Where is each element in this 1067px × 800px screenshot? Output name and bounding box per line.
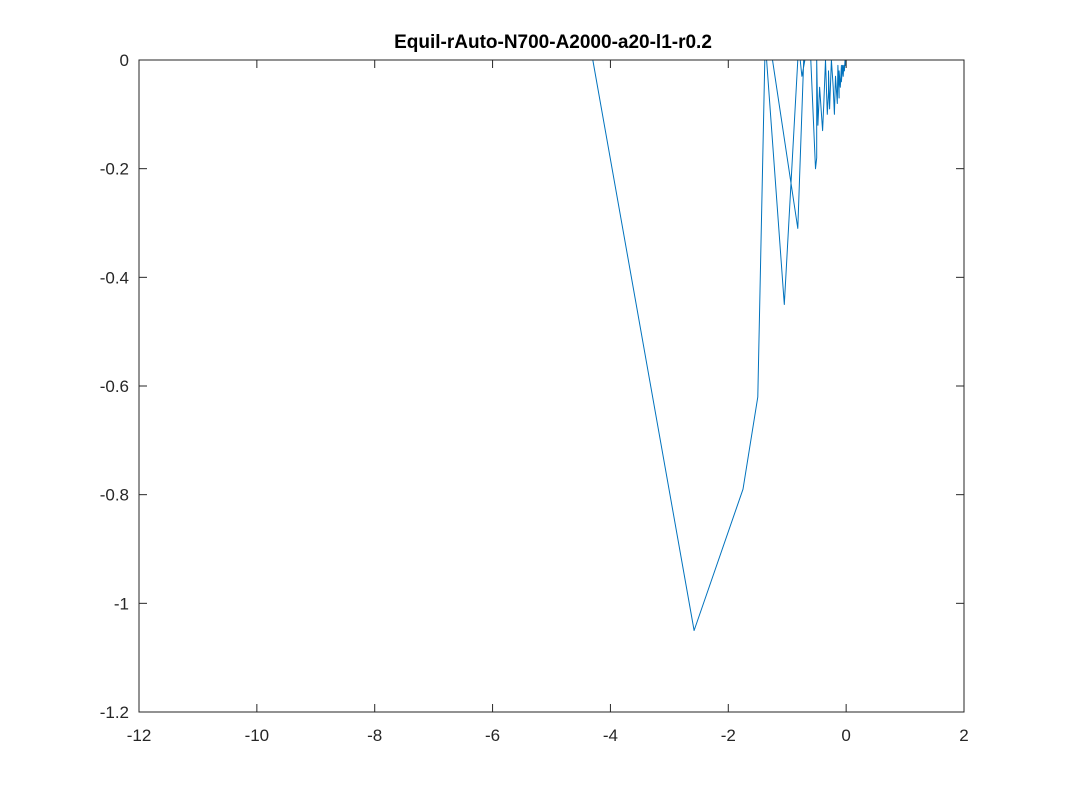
x-tick-label: 2 <box>959 726 968 745</box>
y-tick-label: -0.2 <box>100 160 129 179</box>
x-tick-label: -8 <box>367 726 382 745</box>
series-layer <box>256 59 847 631</box>
y-tick-label: -1 <box>114 594 129 613</box>
series-line-0 <box>256 59 847 631</box>
y-tick-label: -0.8 <box>100 486 129 505</box>
axes-box <box>138 59 965 713</box>
y-axis-ticks: -1.2 -1 -0.8 -0.6 -0.4 -0.2 0 <box>100 51 964 722</box>
x-axis-ticks: -12 -10 -8 -6 -4 -2 0 2 <box>127 60 969 745</box>
x-tick-label: -2 <box>721 726 736 745</box>
y-tick-label: 0 <box>120 51 129 70</box>
y-tick-label: -0.6 <box>100 377 129 396</box>
y-tick-label: -1.2 <box>100 703 129 722</box>
x-tick-label: -12 <box>127 726 152 745</box>
x-tick-label: -4 <box>603 726 618 745</box>
chart-title: Equil-rAuto-N700-A2000-a20-l1-r0.2 <box>394 32 712 53</box>
x-tick-label: -6 <box>485 726 500 745</box>
x-tick-label: -10 <box>245 726 270 745</box>
y-tick-label: -0.4 <box>100 268 129 287</box>
x-tick-label: 0 <box>841 726 850 745</box>
